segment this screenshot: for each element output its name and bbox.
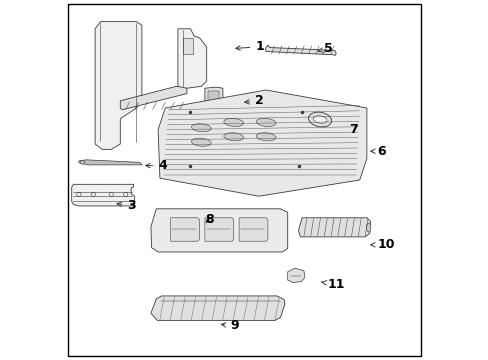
Polygon shape [120, 86, 186, 110]
Polygon shape [204, 218, 233, 241]
Polygon shape [170, 218, 199, 241]
Polygon shape [158, 90, 366, 196]
Ellipse shape [256, 133, 275, 141]
Text: 1: 1 [235, 40, 264, 53]
Ellipse shape [224, 118, 243, 126]
Text: 7: 7 [348, 123, 357, 136]
Polygon shape [151, 209, 287, 252]
Polygon shape [287, 268, 305, 283]
Polygon shape [239, 218, 267, 241]
Polygon shape [178, 29, 206, 88]
Ellipse shape [191, 138, 211, 146]
Ellipse shape [366, 223, 370, 232]
Polygon shape [151, 296, 284, 320]
Text: 10: 10 [370, 238, 394, 251]
Text: 11: 11 [321, 278, 344, 291]
Text: 8: 8 [204, 213, 213, 226]
Bar [182, 38, 193, 54]
Text: 9: 9 [221, 319, 238, 332]
Polygon shape [265, 45, 336, 55]
Ellipse shape [80, 161, 84, 164]
Ellipse shape [313, 116, 326, 123]
Ellipse shape [308, 112, 331, 127]
Polygon shape [72, 184, 134, 206]
Polygon shape [95, 22, 142, 149]
Text: 2: 2 [244, 94, 264, 107]
Text: 5: 5 [317, 42, 332, 55]
Polygon shape [298, 218, 370, 237]
Text: 4: 4 [145, 159, 166, 172]
Text: 6: 6 [370, 145, 386, 158]
Polygon shape [204, 87, 223, 103]
Ellipse shape [256, 118, 275, 126]
Text: 3: 3 [117, 199, 136, 212]
Ellipse shape [191, 124, 211, 132]
Polygon shape [79, 160, 142, 165]
Bar [207, 91, 218, 101]
Ellipse shape [224, 133, 243, 141]
